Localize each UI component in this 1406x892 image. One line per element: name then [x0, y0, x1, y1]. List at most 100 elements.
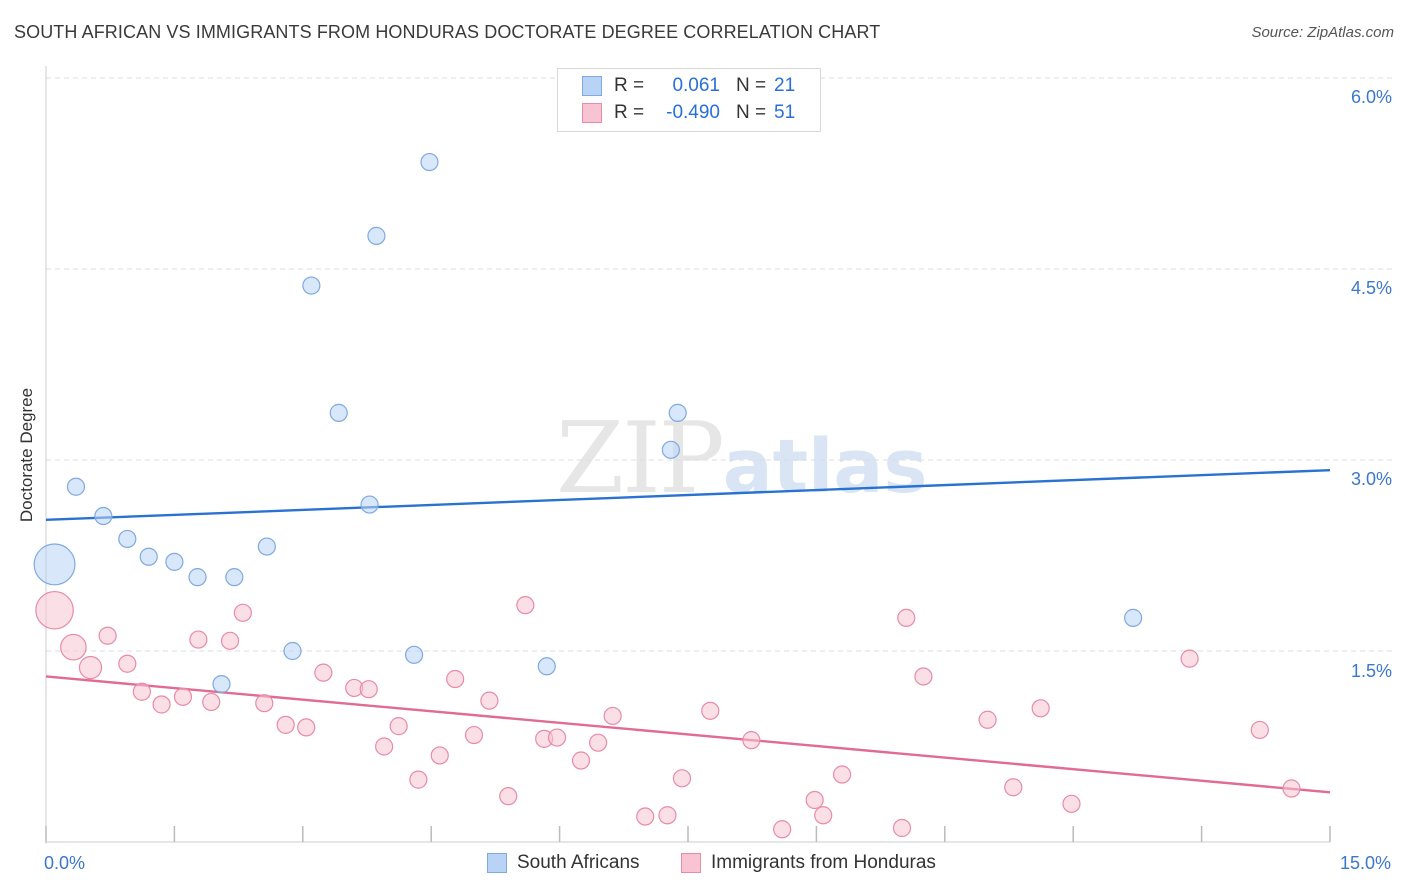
axes [45, 66, 1331, 844]
south-african-point-9 [212, 675, 231, 694]
honduras-point-12 [255, 694, 274, 713]
honduras-point-1 [60, 633, 87, 661]
honduras-point-40 [832, 765, 852, 784]
south-african-point-4 [139, 547, 158, 566]
honduras-point-23 [464, 725, 484, 745]
y-tick-label-4-5: 4.5% [1350, 278, 1392, 298]
south-african-point-14 [367, 226, 386, 245]
series-legend: South Africans Immigrants from Honduras [0, 852, 1406, 878]
legend-swatch-pink [582, 103, 602, 123]
y-tick-label-3: 3.0% [1350, 469, 1392, 489]
y-tick-label-6: 6.0% [1350, 87, 1392, 107]
honduras-point-5 [132, 682, 151, 701]
honduras-point-33 [658, 806, 677, 825]
honduras-point-30 [589, 733, 608, 752]
legend-swatch-pink [681, 853, 701, 873]
legend-r-value: 0.061 [672, 75, 720, 96]
south-african-point-17 [537, 657, 556, 676]
honduras-point-15 [314, 663, 333, 682]
south-african-point-20 [1124, 608, 1143, 627]
honduras-point-13 [276, 715, 295, 734]
watermark-atlas: atlas [722, 424, 928, 510]
honduras-point-32 [636, 807, 655, 826]
south-african-point-0 [33, 543, 76, 586]
honduras-point-11 [233, 603, 252, 622]
south-african-point-16 [420, 152, 439, 172]
honduras-point-31 [603, 706, 622, 726]
south-african-point-5 [165, 552, 184, 571]
honduras-point-19 [389, 717, 408, 736]
legend-item-honduras[interactable]: Immigrants from Honduras [681, 852, 936, 874]
honduras-point-50 [1282, 779, 1301, 798]
data-points [33, 152, 1301, 839]
y-axis-label: Doctorate Degree [17, 387, 36, 523]
south-african-point-2 [94, 506, 113, 526]
legend-item-label: Immigrants from Honduras [711, 852, 936, 873]
honduras-point-37 [773, 820, 792, 839]
trend-lines [45, 468, 1331, 794]
gridlines [46, 77, 1394, 652]
honduras-point-8 [202, 692, 221, 712]
honduras-point-36 [742, 731, 761, 750]
south-african-point-12 [329, 403, 348, 422]
x-tick-label-max: 15.0% [1340, 853, 1392, 873]
honduras-point-47 [1062, 794, 1081, 813]
honduras-point-38 [805, 790, 824, 810]
honduras-point-48 [1180, 649, 1199, 668]
legend-r-label: R = [614, 102, 645, 123]
south-african-point-3 [118, 529, 137, 549]
honduras-point-20 [409, 770, 428, 789]
honduras-point-10 [220, 631, 240, 650]
south-african-point-1 [66, 477, 86, 496]
honduras-point-44 [978, 710, 997, 729]
honduras-point-14 [297, 718, 316, 737]
south-african-point-6 [188, 568, 207, 587]
honduras-point-25 [499, 787, 518, 806]
honduras-point-49 [1250, 720, 1269, 740]
source-label: Source: ZipAtlas.com [1251, 24, 1394, 41]
honduras-point-4 [118, 654, 137, 673]
honduras-point-3 [98, 626, 117, 645]
honduras-point-6 [152, 695, 171, 714]
honduras-point-18 [375, 737, 394, 756]
honduras-point-45 [1004, 778, 1023, 797]
honduras-point-26 [516, 596, 535, 615]
honduras-point-0 [35, 590, 74, 630]
honduras-point-46 [1031, 699, 1050, 718]
honduras-point-28 [547, 728, 567, 747]
honduras-point-41 [892, 818, 912, 838]
honduras-point-24 [480, 691, 499, 710]
legend-r-label: R = [614, 75, 645, 96]
south-african-point-11 [302, 276, 321, 295]
legend-row-south-africans: R = 0.061 N = 21 [582, 74, 795, 98]
legend-n-value: 51 [774, 102, 796, 123]
honduras-point-17 [359, 680, 378, 699]
honduras-point-42 [897, 608, 916, 627]
south-african-point-8 [257, 537, 276, 556]
south-african-point-15 [404, 645, 424, 664]
south-african-point-7 [225, 568, 244, 587]
legend-swatch-blue [487, 853, 507, 873]
legend-n-label: N = [736, 102, 767, 123]
chart-title: SOUTH AFRICAN VS IMMIGRANTS FROM HONDURA… [14, 22, 881, 42]
legend-row-honduras: R = -0.490 N = 51 [582, 101, 795, 125]
legend-item-south-africans[interactable]: South Africans [487, 852, 640, 874]
honduras-point-39 [814, 806, 833, 825]
honduras-point-9 [189, 630, 208, 649]
honduras-point-43 [914, 667, 933, 686]
y-tick-label-1-5: 1.5% [1350, 661, 1392, 681]
legend-r-value: -0.490 [666, 102, 720, 123]
honduras-point-22 [446, 669, 465, 689]
legend-swatch-blue [582, 76, 602, 96]
south-african-point-19 [668, 403, 687, 422]
correlation-legend: R = 0.061 N = 21 R = -0.490 N = 51 [557, 68, 821, 132]
honduras-point-34 [672, 769, 692, 788]
south-african-point-13 [360, 495, 379, 514]
honduras-point-35 [701, 701, 720, 720]
south-african-point-18 [661, 440, 680, 459]
honduras-point-21 [430, 746, 449, 765]
honduras-point-7 [173, 687, 193, 706]
south-african-trend-line [45, 468, 1331, 522]
x-tick-label-min: 0.0% [44, 853, 86, 873]
